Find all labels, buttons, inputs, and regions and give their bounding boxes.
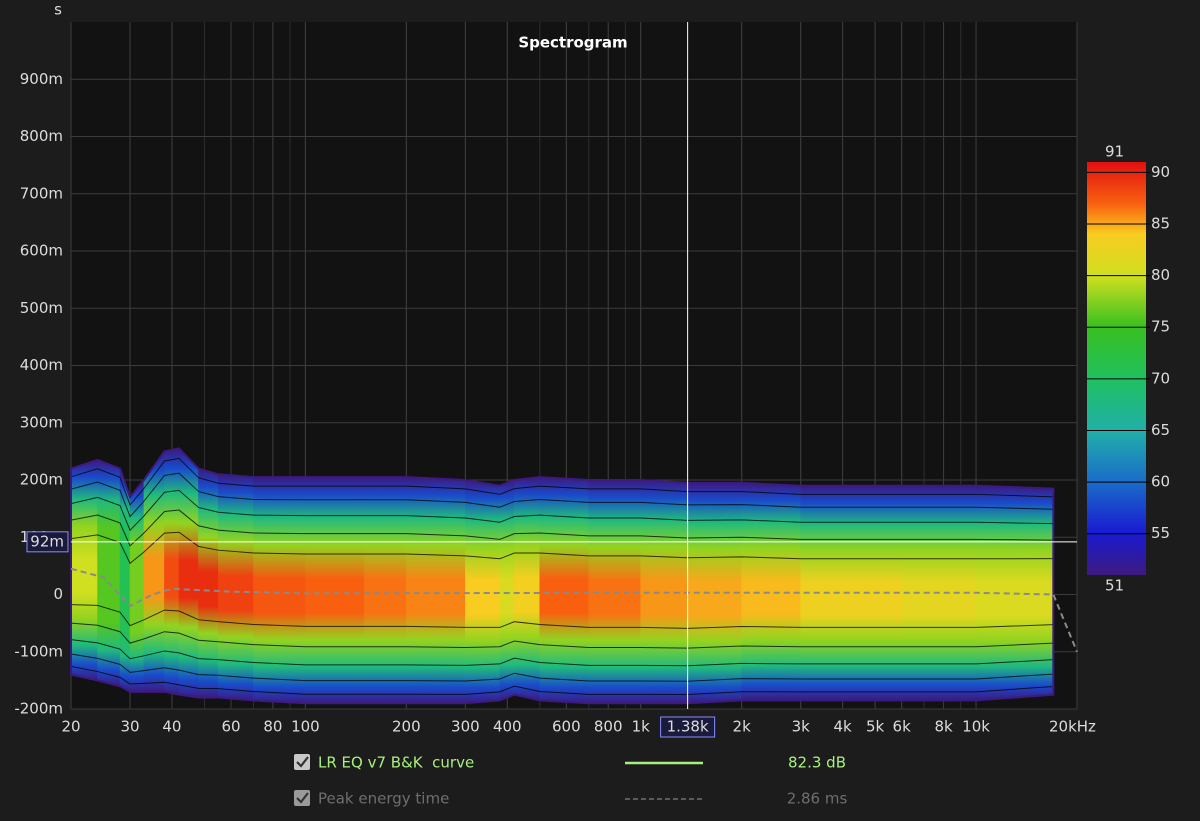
contour-line	[70, 489, 1054, 532]
contour-line	[70, 457, 1054, 506]
x-tick-label: 800	[594, 718, 623, 736]
contour-line	[70, 639, 1054, 667]
x-tick-label: 5k	[866, 718, 885, 736]
x-tick-label: 40	[162, 718, 181, 736]
spectrogram-band	[218, 473, 254, 701]
checkbox[interactable]	[294, 754, 310, 770]
y-tick-label: 800m	[20, 127, 63, 145]
contour-line	[70, 653, 1054, 682]
x-tick-label: 2k	[733, 718, 752, 736]
y-tick-label: -200m	[14, 700, 63, 718]
spectrogram-band	[97, 459, 121, 687]
legend-label: Peak energy time	[318, 790, 449, 808]
colorbar-tick-label: 55	[1151, 524, 1170, 542]
colorbar-tick-label: 75	[1151, 318, 1170, 336]
x-tick-label: 60	[221, 718, 240, 736]
contour-line	[70, 604, 1054, 629]
contour-line	[70, 622, 1054, 649]
colorbar-max-label: 91	[1105, 143, 1124, 161]
legend-label: LR EQ v7 B&K curve	[318, 754, 474, 772]
legend: LR EQ v7 B&K curve 82.3 dB Peak energy t…	[294, 754, 847, 808]
colorbar-tick-label: 65	[1151, 421, 1170, 439]
spectrogram-band	[143, 450, 165, 693]
y-tick-label: 500m	[20, 299, 63, 317]
cursor-y-label: 92m	[30, 532, 64, 550]
spectrogram-band	[198, 468, 219, 698]
x-tick-label: 3k	[792, 718, 811, 736]
cursor-x-label: 1.38k	[667, 718, 709, 736]
colorbar	[1087, 162, 1146, 575]
spectrogram-band	[129, 479, 145, 693]
x-tick-label: 8k	[934, 718, 953, 736]
spectrogram-band	[640, 479, 688, 704]
contour-line	[70, 531, 1054, 565]
spectrogram-band	[588, 479, 642, 704]
x-tick-label: 200	[392, 718, 421, 736]
spectrogram-envelope	[70, 447, 1055, 705]
spectrogram-band	[465, 479, 501, 704]
x-tick-label: 10k	[962, 718, 990, 736]
spectrogram-band	[741, 482, 802, 701]
x-tick-label: 600	[552, 718, 581, 736]
y-tick-label: 900m	[20, 70, 63, 88]
x-tick-label: 80	[263, 718, 282, 736]
colorbar-tick-label: 80	[1151, 266, 1170, 284]
x-tick-label: 6k	[893, 718, 912, 736]
colorbar-tick-label: 60	[1151, 473, 1170, 491]
y-axis-label: s	[54, 1, 62, 19]
colorbar-tick-label: 85	[1151, 214, 1170, 232]
chart-title: Spectrogram	[518, 34, 627, 52]
spectrogram-band	[406, 476, 466, 704]
cursor-y-box	[26, 531, 69, 553]
y-tick-label: 300m	[20, 413, 63, 431]
spectrogram-band	[499, 479, 515, 701]
contour-line	[70, 509, 1054, 547]
contour-line	[70, 472, 1054, 518]
checkbox[interactable]	[294, 790, 310, 806]
spectrogram-band	[164, 448, 180, 696]
legend-value: 2.86 ms	[787, 790, 848, 808]
y-tick-label: 700m	[20, 184, 63, 202]
check-icon	[296, 792, 309, 804]
spectrogram-band	[514, 476, 541, 701]
x-tick-label: 300	[451, 718, 480, 736]
x-tick-label: 4k	[833, 718, 852, 736]
spectrogram-band	[539, 476, 590, 704]
y-tick-label: -100m	[14, 642, 63, 660]
y-tick-label: 0	[53, 585, 63, 603]
colorbar-min-label: 51	[1105, 577, 1124, 595]
y-tick-label: 400m	[20, 356, 63, 374]
y-tick-label: 600m	[20, 242, 63, 260]
contour-line	[70, 665, 1054, 695]
x-tick-label: 20	[61, 718, 80, 736]
check-icon	[296, 756, 309, 768]
legend-value: 82.3 dB	[788, 754, 846, 772]
spectrogram-band	[178, 447, 199, 698]
colorbar-tick-label: 70	[1151, 369, 1170, 387]
x-tick-label: 1k	[632, 718, 651, 736]
spectrogram-band	[253, 476, 306, 704]
x-tick-label: 30	[121, 718, 140, 736]
y-tick-label: 200m	[20, 471, 63, 489]
colorbar-tick-label: 90	[1151, 163, 1170, 181]
x-tick-label: 100	[291, 718, 320, 736]
cursor-x-box	[660, 716, 716, 738]
spectrogram-band	[364, 476, 407, 704]
x-tick-label: 400	[493, 718, 522, 736]
x-tick-label: 20kHz	[1049, 718, 1096, 736]
spectrogram-band	[305, 476, 365, 704]
